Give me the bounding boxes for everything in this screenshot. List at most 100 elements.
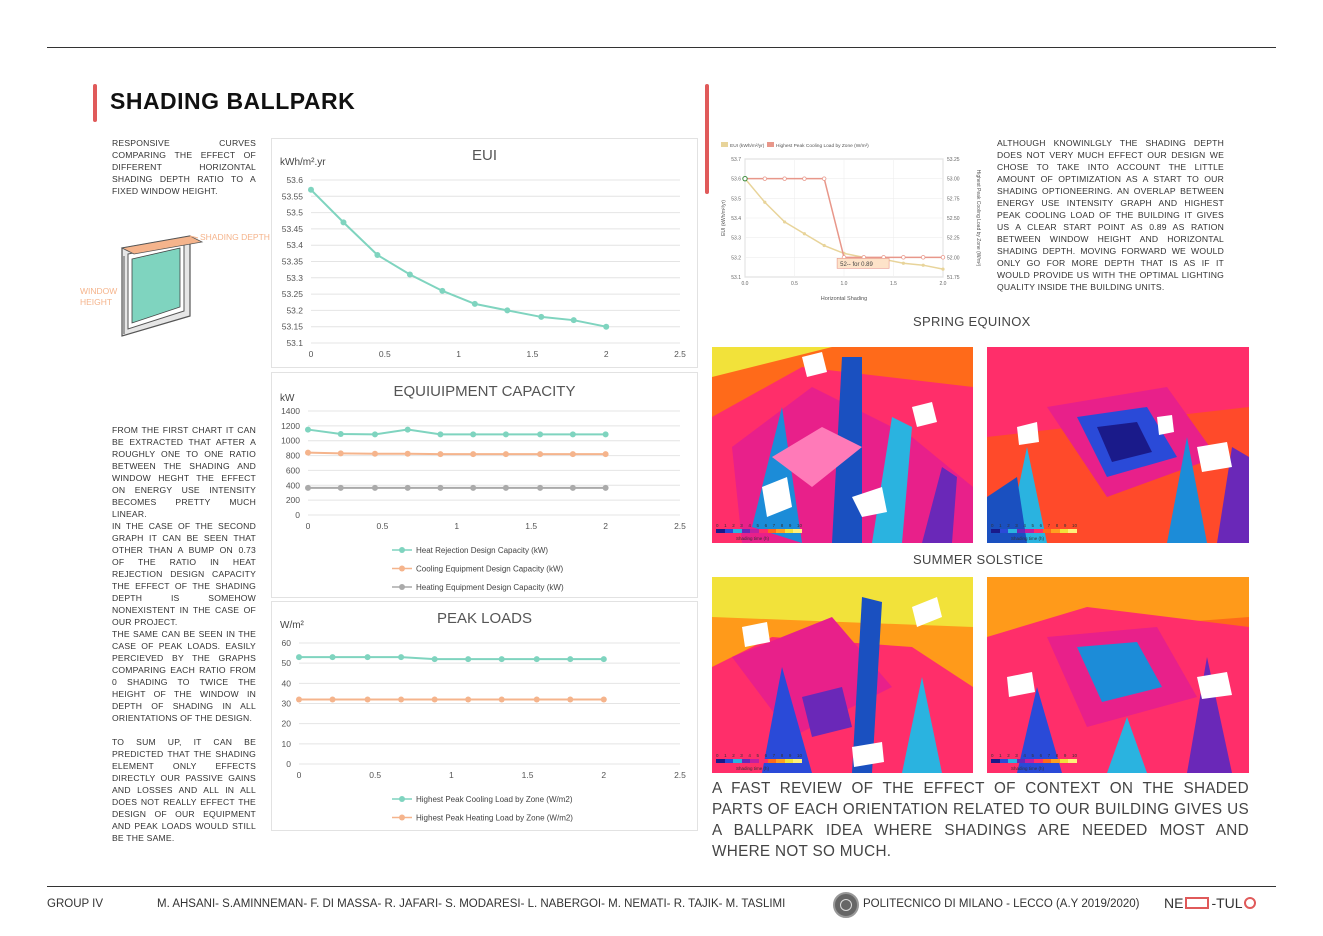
spring-sim-image-2: Shading time (h) 0 1 2 3 4 5 6 7 8 9 10 [987, 347, 1249, 543]
legend-strip-1 [716, 529, 802, 533]
paragraph-3: THE SAME CAN BE SEEN IN THE CASE OF PEAK… [112, 629, 256, 723]
equipment-data-point [371, 484, 378, 491]
equipment-data-point [337, 484, 344, 491]
peak-loads-data-point [296, 696, 302, 703]
overlap-y2-tick-label: 53.00 [947, 177, 960, 183]
eui-y-tick-label: 53.6 [286, 175, 303, 185]
legend-strip-4 [991, 759, 1077, 763]
overlap-x-tick-label: 1.5 [890, 281, 897, 287]
peak-loads-y-tick-label: 20 [282, 719, 292, 729]
equipment-data-point [502, 484, 509, 491]
equipment-data-point [437, 484, 444, 491]
equipment-series-line [307, 428, 606, 436]
eui-data-point [603, 323, 610, 330]
equipment-data-point [602, 431, 609, 438]
legend-caption-2: Shading time (h) [1011, 536, 1045, 541]
legend-tick-label: 0 [991, 753, 994, 758]
equipment-data-point [470, 431, 477, 438]
window-shading-diagram: SHADING DEPTH WINDOW HEIGHT [80, 232, 270, 337]
peak-loads-y-tick-label: 50 [282, 658, 292, 668]
overlap-y-tick-label: 53.7 [731, 157, 741, 163]
legend-tick-label: 2 [732, 523, 735, 528]
right-accent-bar [705, 84, 709, 194]
eui-unit: kWh/m².yr [280, 157, 326, 168]
overlap-y2-tick-label: 52.75 [947, 196, 960, 202]
legend-tick-label: 8 [780, 523, 784, 528]
equipment-data-point [305, 484, 311, 491]
equipment-y-tick-label: 1200 [281, 421, 300, 431]
equipment-y-tick-label: 200 [286, 495, 300, 505]
peak-loads-data-point [567, 656, 574, 663]
eui-data-point [340, 219, 347, 226]
legend-tick-label: 5 [756, 753, 759, 758]
overlap-y-tick-label: 53.2 [731, 255, 741, 261]
eui-y-tick-label: 53.1 [286, 338, 303, 348]
peak-loads-legend-marker [399, 814, 405, 821]
peak-loads-data-point [329, 654, 336, 661]
eui-y-tick-label: 53.45 [282, 224, 304, 234]
overlap-start-point [742, 175, 748, 182]
equipment-data-point [371, 431, 378, 438]
equipment-data-point [470, 451, 477, 458]
overlap-x-axis-label: Horizontal Shading [821, 296, 867, 302]
equipment-chart: 0 200 400 600 800 1000 1200 1400 0 0.5 1 1.5 2 2.5 Hea… [281, 406, 686, 592]
peak-loads-data-point [329, 696, 336, 703]
equipment-unit: kW [280, 393, 295, 404]
summer-solstice-label: SUMMER SOLSTICE [913, 552, 1044, 567]
summer-sim-image-2: Shading time (h) 0 1 2 3 4 5 6 7 8 9 10 [987, 577, 1249, 773]
equipment-y-tick-label: 800 [286, 451, 300, 461]
legend-tick-label: 3 [740, 523, 743, 528]
peak-loads-legend-label: Highest Peak Heating Load by Zone (W/m2) [416, 814, 573, 823]
peak-loads-data-point [465, 656, 472, 663]
equipment-data-point [537, 431, 544, 438]
peak-loads-y-tick-label: 60 [282, 638, 292, 648]
peak-loads-data-point [398, 696, 405, 703]
peak-loads-x-tick-label: 2.5 [674, 770, 686, 780]
equipment-data-point [602, 451, 609, 458]
legend-tick-label: 7 [1047, 523, 1051, 528]
logo-box-icon [1185, 897, 1210, 909]
context-caption: A FAST REVIEW OF THE EFFECT OF CONTEXT O… [712, 780, 1249, 860]
overlap-cooling-point [940, 255, 946, 260]
overlap-annotation-box [836, 258, 890, 269]
eui-data-point [504, 307, 511, 314]
eui-chart: 53.1 53.15 53.2 53.25 53.3 53.35 53.4 53.45 53.5… [282, 175, 686, 359]
legend-tick-label: 1 [724, 753, 727, 758]
equipment-data-point [305, 426, 311, 433]
peak-loads-data-point [398, 654, 405, 661]
eui-y-tick-label: 53.55 [282, 191, 304, 201]
equipment-y-tick-label: 1400 [281, 406, 300, 416]
peak-loads-data-point [296, 654, 302, 661]
peak-loads-data-point [600, 696, 607, 703]
right-text: ALTHOUGH KNOWINLGLY THE SHADING DEPTH DO… [997, 138, 1224, 292]
equipment-data-point [502, 451, 509, 458]
equipment-data-point [437, 451, 444, 458]
legend-tick-label: 4 [748, 753, 751, 758]
legend-tick-label: 2 [1007, 753, 1010, 758]
overlap-eui-point [822, 243, 826, 248]
equipment-x-tick-label: 1 [454, 521, 459, 531]
peak-loads-data-point [431, 656, 438, 663]
legend-tick-label: 3 [740, 753, 743, 758]
overlap-x-tick-label: 2.0 [940, 281, 947, 287]
eui-data-point [308, 186, 314, 193]
overlap-y-tick-label: 53.5 [731, 196, 741, 202]
summer-sim-image-1: Shading time (h) 0 1 2 3 4 5 6 7 8 9 10 [712, 577, 973, 773]
legend-tick-label: 6 [764, 523, 768, 528]
overlap-y2-tick-label: 52.50 [947, 216, 960, 222]
overlap-eui-point [901, 261, 905, 265]
peak-loads-x-tick-label: 2 [601, 770, 606, 780]
equipment-data-point [602, 484, 609, 491]
legend-tick-label: 5 [1031, 753, 1034, 758]
logo-left-text: NE [1164, 895, 1184, 911]
peak-loads-y-tick-label: 30 [282, 699, 292, 709]
legend-strip-3 [716, 759, 802, 763]
legend-ticks: 0 1 2 3 4 5 6 7 8 9 10 [991, 753, 1077, 758]
top-rule [47, 47, 1276, 48]
equipment-legend-marker [399, 565, 405, 572]
eui-chart-title: EUI [471, 147, 497, 164]
eui-x-tick-label: 0.5 [379, 349, 391, 359]
equipment-data-point [569, 484, 576, 491]
legend-caption-1: Shading time (h) [736, 536, 770, 541]
legend-tick-label: 2 [1007, 523, 1010, 528]
